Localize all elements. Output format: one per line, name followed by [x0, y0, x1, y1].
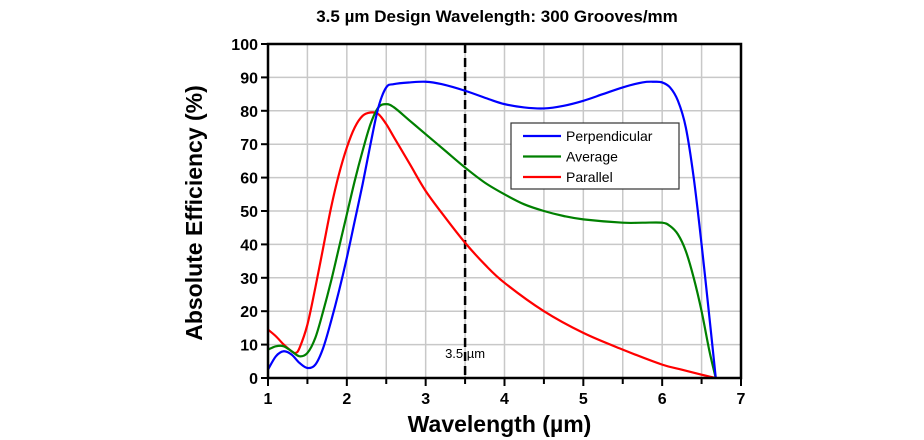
x-axis-label: Wavelength (µm)	[408, 411, 592, 437]
y-tick-label: 80	[240, 104, 258, 121]
y-axis-label: Absolute Efficiency (%)	[181, 85, 207, 341]
y-tick-label: 70	[240, 137, 258, 154]
x-tick-label: 1	[264, 391, 273, 408]
y-tick-label: 40	[240, 237, 258, 254]
x-tick-label: 6	[658, 391, 667, 408]
design-wavelength-label: 3.5 µm	[445, 346, 485, 361]
x-tick-label: 2	[342, 391, 351, 408]
series-line-average	[267, 103, 717, 379]
grid	[268, 44, 741, 378]
legend-label-average: Average	[566, 149, 618, 165]
ticks-layer: 0 10 20 30 40 50 60 70 80 90 100 1 2 3 4 5 6 7	[231, 37, 745, 408]
x-tick-label: 3	[421, 391, 430, 408]
y-tick-label: 100	[231, 37, 258, 54]
series-line-parallel	[267, 111, 717, 380]
y-tick-label: 90	[240, 70, 258, 87]
annotation-layer: 3.5 µm	[445, 44, 485, 378]
series-line-perpendicular	[267, 80, 717, 379]
y-tick-label: 30	[240, 271, 258, 288]
y-tick-label: 20	[240, 304, 258, 321]
legend-label-perpendicular: Perpendicular	[566, 128, 653, 144]
y-tick-label: 50	[240, 204, 258, 221]
chart-title: 3.5 µm Design Wavelength: 300 Grooves/mm	[316, 7, 678, 26]
legend: Perpendicular Average Parallel	[510, 122, 680, 190]
x-tick-label: 5	[579, 391, 588, 408]
x-tick-label: 7	[737, 391, 746, 408]
y-tick-label: 0	[249, 371, 258, 388]
series-layer	[267, 80, 717, 380]
y-tick-label: 60	[240, 171, 258, 188]
x-tick-label: 4	[500, 391, 509, 408]
legend-label-parallel: Parallel	[566, 169, 613, 185]
y-tick-label: 10	[240, 338, 258, 355]
